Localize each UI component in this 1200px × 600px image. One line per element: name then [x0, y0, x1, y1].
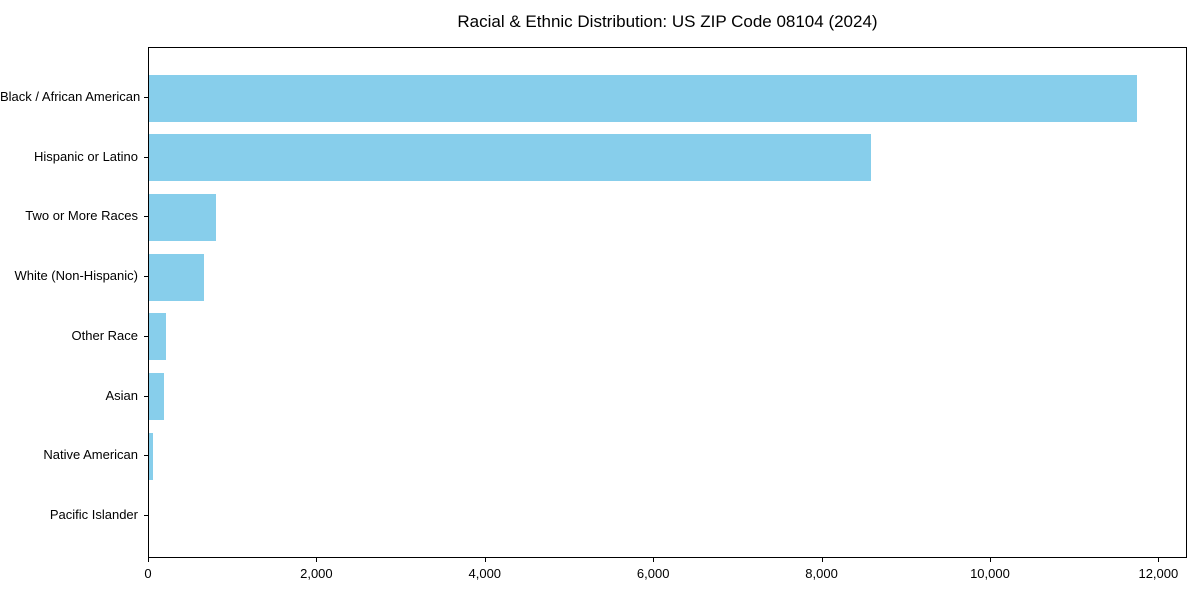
x-tick-label: 12,000 — [1138, 566, 1179, 581]
x-tick — [316, 558, 318, 562]
y-axis-label: Two or More Races — [25, 208, 138, 224]
x-tick-label: 8,000 — [805, 566, 838, 581]
x-tick — [821, 558, 823, 562]
x-tick — [653, 558, 655, 562]
bar — [149, 74, 1138, 122]
bar — [149, 432, 154, 480]
y-tick — [144, 514, 148, 516]
chart-title: Racial & Ethnic Distribution: US ZIP Cod… — [457, 12, 878, 31]
bar — [149, 134, 871, 182]
y-tick — [144, 156, 148, 158]
bar — [149, 313, 166, 361]
y-axis-label: Native American — [43, 447, 138, 463]
x-tick — [1158, 558, 1160, 562]
x-tick-label: 6,000 — [636, 566, 670, 581]
x-tick — [989, 558, 991, 562]
y-tick — [144, 455, 148, 457]
y-axis-label: Other Race — [71, 327, 138, 343]
x-tick-label: 0 — [144, 566, 152, 581]
y-tick — [144, 97, 148, 98]
y-tick — [144, 395, 148, 397]
bar — [149, 193, 217, 241]
y-axis-label: Black / African American — [0, 89, 141, 104]
x-tick-label: 10,000 — [970, 566, 1010, 581]
x-tick-label: 2,000 — [300, 566, 333, 581]
x-tick — [484, 558, 486, 562]
bar — [149, 253, 204, 301]
y-axis-label: White (Non-Hispanic) — [14, 268, 138, 284]
x-tick-label: 4,000 — [468, 566, 502, 581]
y-axis-label: Hispanic or Latino — [33, 148, 138, 164]
y-axis-label: Pacific Islander — [49, 506, 138, 522]
x-tick — [148, 558, 149, 562]
y-tick — [144, 216, 148, 218]
bar — [149, 373, 165, 420]
y-tick — [144, 335, 148, 337]
y-axis-label: Asian — [105, 387, 138, 403]
y-tick — [144, 276, 148, 278]
plot-area — [148, 47, 1187, 558]
